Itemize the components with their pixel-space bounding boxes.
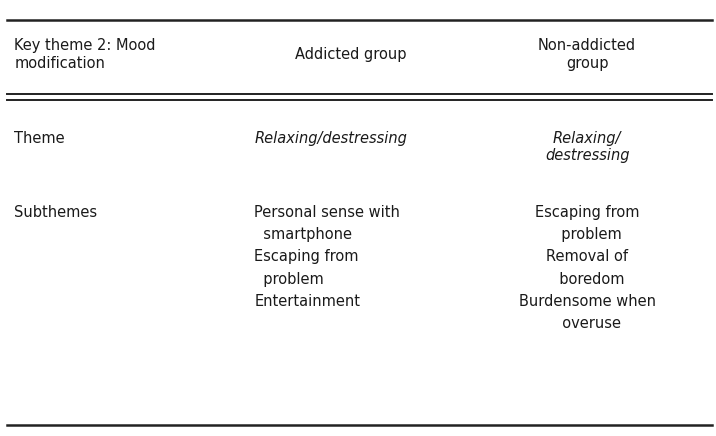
Text: Non-addicted
group: Non-addicted group — [538, 38, 637, 71]
Text: Addicted group: Addicted group — [295, 47, 407, 62]
Text: Relaxing/
destressing: Relaxing/ destressing — [545, 131, 629, 163]
Text: Escaping from
  problem
Removal of
  boredom
Burdensome when
  overuse: Escaping from problem Removal of boredom… — [518, 205, 656, 331]
Text: Personal sense with
  smartphone
Escaping from
  problem
Entertainment: Personal sense with smartphone Escaping … — [254, 205, 400, 309]
Text: Key theme 2: Mood
modification: Key theme 2: Mood modification — [14, 38, 156, 71]
Text: Relaxing/destressing: Relaxing/destressing — [254, 131, 407, 146]
Text: Subthemes: Subthemes — [14, 205, 97, 220]
Text: Theme: Theme — [14, 131, 65, 146]
